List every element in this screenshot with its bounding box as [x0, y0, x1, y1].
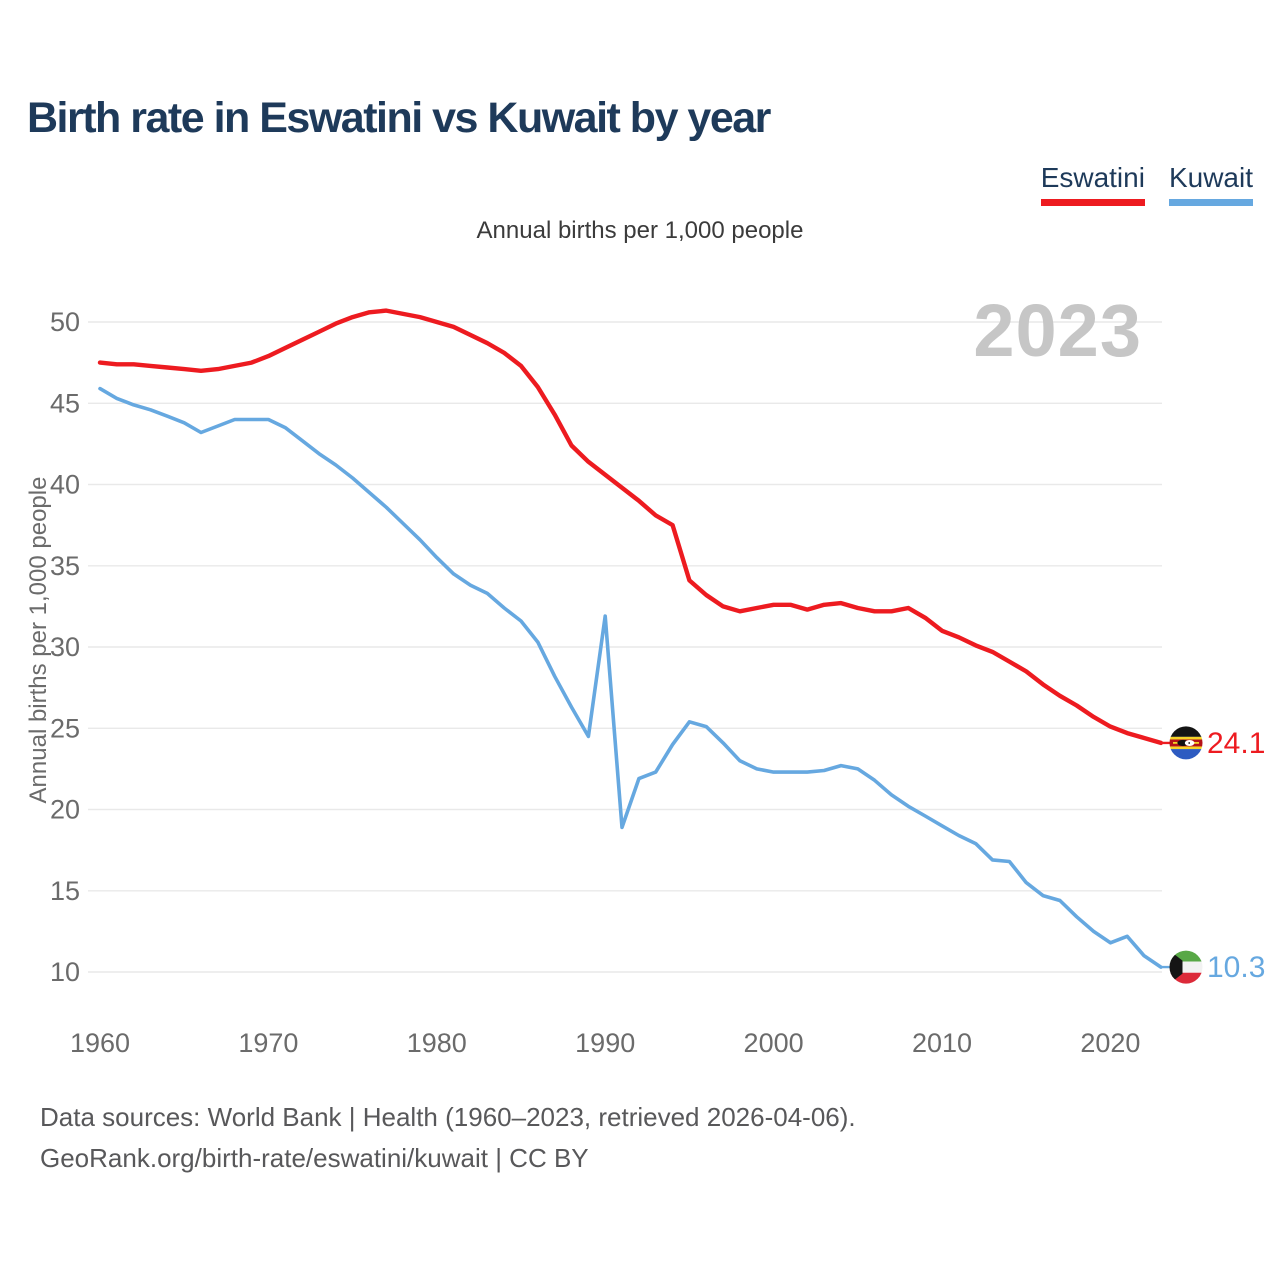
chart-subtitle: Annual births per 1,000 people: [476, 217, 804, 244]
x-tick-label: 1990: [575, 1028, 635, 1058]
x-tick-label: 1970: [238, 1028, 298, 1058]
footer: Data sources: World Bank | Health (1960–…: [40, 1097, 856, 1179]
end-value-label-kuwait: 10.3: [1207, 951, 1265, 984]
y-tick-label: 45: [50, 388, 80, 418]
year-watermark: 2023: [973, 289, 1142, 372]
x-tick-label: 2020: [1080, 1028, 1140, 1058]
y-axis-title: Annual births per 1,000 people: [25, 477, 52, 804]
page-title: Birth rate in Eswatini vs Kuwait by year: [27, 94, 771, 142]
y-tick-label: 10: [50, 957, 80, 987]
y-tick-label: 35: [50, 551, 80, 581]
y-tick-label: 25: [50, 713, 80, 743]
series-line-eswatini: [97, 308, 1164, 746]
eswatini-flag-icon: [1169, 726, 1203, 760]
x-tick-label: 2010: [912, 1028, 972, 1058]
x-tick-label: 1980: [407, 1028, 467, 1058]
end-value-label-eswatini: 24.1: [1207, 727, 1265, 760]
attribution-line: GeoRank.org/birth-rate/eswatini/kuwait |…: [40, 1143, 589, 1173]
y-tick-label: 15: [50, 876, 80, 906]
legend-item-eswatini[interactable]: Eswatini: [1040, 162, 1145, 206]
legend-item-kuwait[interactable]: Kuwait: [1168, 162, 1253, 206]
kuwait-flag-icon: [1169, 950, 1203, 984]
y-tick-label: 30: [50, 632, 80, 662]
x-tick-label: 1960: [70, 1028, 130, 1058]
series-line-kuwait: [98, 386, 1163, 969]
legend: Eswatini Kuwait: [1040, 162, 1253, 206]
data-sources-line: Data sources: World Bank | Health (1960–…: [40, 1102, 856, 1132]
y-tick-label: 20: [50, 795, 80, 825]
x-tick-label: 2000: [744, 1028, 804, 1058]
y-tick-label: 40: [50, 470, 80, 500]
y-tick-label: 50: [50, 307, 80, 337]
